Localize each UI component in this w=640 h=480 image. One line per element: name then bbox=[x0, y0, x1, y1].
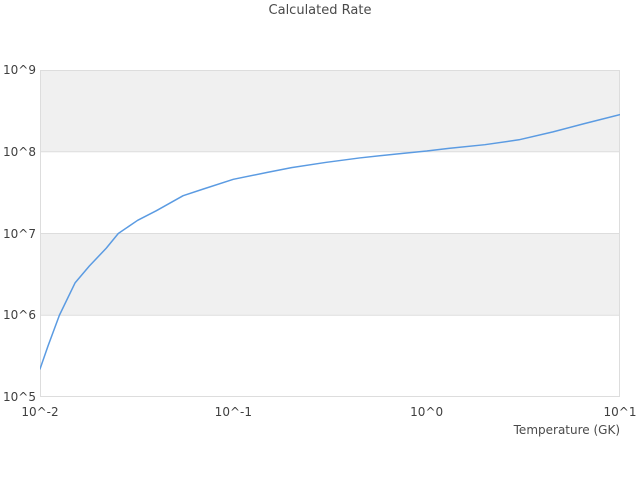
decade-band bbox=[40, 70, 620, 152]
x-tick-label: 10^-2 bbox=[21, 405, 59, 419]
x-tick-label: 10^0 bbox=[410, 405, 444, 419]
y-tick-label: 10^5 bbox=[3, 390, 36, 404]
x-axis-title: Temperature (GK) bbox=[513, 423, 620, 437]
rate-curve bbox=[40, 113, 620, 370]
y-tick-label: 10^9 bbox=[3, 63, 36, 77]
decade-band bbox=[40, 233, 620, 316]
y-tick-label: 10^8 bbox=[3, 144, 36, 159]
x-tick-label: 10^-1 bbox=[214, 405, 252, 419]
chart-title: Calculated Rate bbox=[268, 3, 372, 18]
line-plot-svg bbox=[40, 70, 620, 397]
x-tick-label: 10^1 bbox=[603, 405, 637, 419]
plot-area bbox=[40, 70, 620, 397]
plot-border bbox=[40, 70, 620, 397]
y-tick-label: 10^6 bbox=[3, 308, 36, 323]
y-tick-label: 10^7 bbox=[3, 226, 36, 241]
